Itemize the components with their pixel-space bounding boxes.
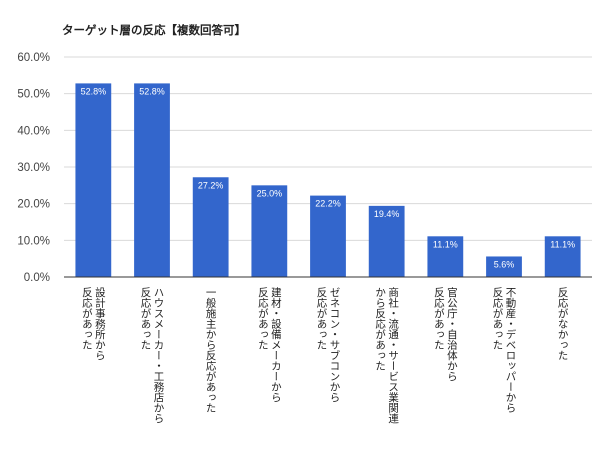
bar — [134, 83, 170, 278]
x-category-label: 反応がなかった — [557, 287, 569, 361]
data-label: 27.2% — [198, 180, 224, 190]
y-tick-label: 30.0% — [17, 162, 50, 174]
x-category-label: から反応があった — [374, 287, 386, 371]
data-label: 11.1% — [550, 239, 575, 249]
x-category-label: 設計事務所から — [94, 286, 106, 361]
y-tick-label: 40.0% — [17, 125, 50, 137]
data-label: 25.0% — [257, 188, 283, 198]
x-category-label: 反応があった — [257, 287, 269, 350]
x-category-label: 商社・流通・サービス業関連 — [387, 286, 399, 424]
bar — [75, 83, 112, 278]
x-category-label: 反応があった — [140, 287, 152, 350]
data-label: 52.8% — [139, 86, 165, 96]
x-category-label: 一般施主から反応があった — [205, 287, 217, 413]
x-category-label: 反応があった — [81, 287, 93, 350]
y-axis-ticks: 0.0% 10.0% 20.0% 30.0% 40.0% 50.0% 60.0% — [17, 52, 50, 284]
bar — [310, 195, 346, 277]
x-category-label: 反応があった — [316, 287, 328, 350]
chart-title: ターゲット層の反応【複数回答可】 — [62, 23, 246, 37]
x-category-label: 建材・設備メーカーから — [270, 286, 282, 403]
x-category-label: 官公庁・自治体から — [446, 286, 458, 382]
x-category-label: 不動産・デベロッパーから — [505, 287, 517, 414]
bar — [544, 236, 581, 277]
bars — [75, 83, 581, 278]
data-label: 5.6% — [494, 259, 515, 269]
data-label: 52.8% — [81, 86, 107, 96]
x-category-label: 反応があった — [492, 287, 504, 350]
bar — [486, 256, 522, 277]
bar — [251, 185, 288, 277]
x-category-label: ハウスメーカー・工務店から — [153, 287, 165, 424]
y-tick-label: 20.0% — [17, 199, 50, 211]
data-label: 19.4% — [374, 209, 400, 219]
bar — [368, 205, 405, 277]
bar — [192, 177, 229, 277]
x-category-label: 反応があった — [433, 287, 445, 350]
y-tick-label: 50.0% — [17, 89, 50, 101]
bar — [427, 236, 464, 277]
y-tick-label: 10.0% — [17, 235, 50, 247]
x-category-label: ゼネコン・サブコンから — [329, 287, 341, 403]
y-tick-label: 0.0% — [24, 272, 50, 284]
y-tick-label: 60.0% — [17, 52, 50, 64]
data-labels: 52.8% 52.8% 27.2% 25.0% 22.2% 19.4% 11.1% 5.6% 1… — [81, 86, 576, 269]
data-label: 11.1% — [433, 239, 458, 249]
data-label: 22.2% — [315, 199, 341, 209]
